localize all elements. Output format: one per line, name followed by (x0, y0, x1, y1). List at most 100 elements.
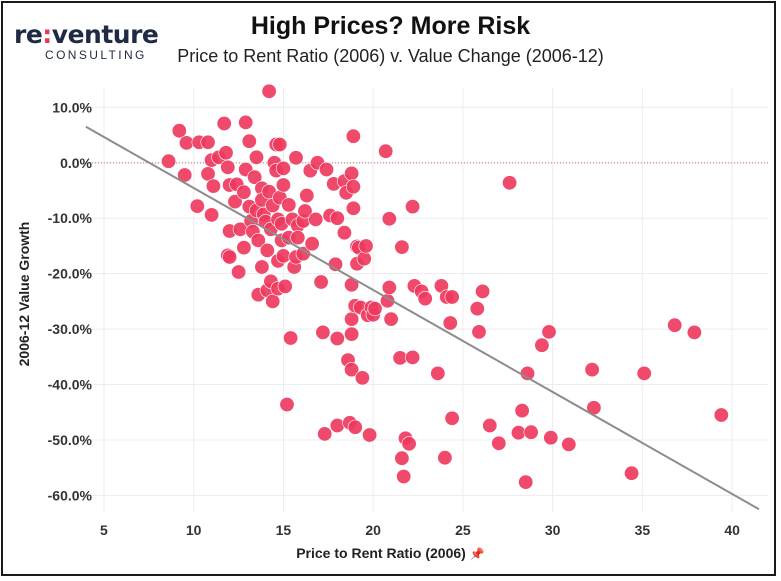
data-point[interactable] (308, 211, 324, 227)
data-point[interactable] (534, 337, 550, 353)
data-point[interactable] (396, 468, 412, 484)
data-point[interactable] (394, 450, 410, 466)
data-point[interactable] (281, 197, 297, 213)
data-point[interactable] (329, 210, 345, 226)
data-point[interactable] (283, 330, 299, 346)
data-point[interactable] (275, 160, 291, 176)
data-point[interactable] (231, 264, 247, 280)
data-point[interactable] (216, 116, 232, 132)
data-point[interactable] (523, 424, 539, 440)
data-point[interactable] (636, 365, 652, 381)
data-point[interactable] (345, 128, 361, 144)
data-point[interactable] (713, 407, 729, 423)
data-point[interactable] (204, 207, 220, 223)
data-point[interactable] (218, 145, 234, 161)
y-tick-label: -60.0% (48, 487, 93, 503)
data-point[interactable] (329, 417, 345, 433)
data-point[interactable] (518, 474, 534, 490)
data-point[interactable] (315, 324, 331, 340)
data-point[interactable] (367, 301, 383, 317)
data-point[interactable] (227, 194, 243, 210)
data-point[interactable] (336, 225, 352, 241)
y-tick-label: -30.0% (48, 321, 93, 337)
data-point[interactable] (241, 133, 257, 149)
data-point[interactable] (220, 159, 236, 175)
data-point[interactable] (275, 248, 291, 264)
data-point[interactable] (394, 239, 410, 255)
x-tick-label: 10 (186, 522, 202, 538)
data-point[interactable] (272, 137, 288, 153)
data-point[interactable] (491, 435, 507, 451)
data-point[interactable] (510, 425, 526, 441)
data-point[interactable] (299, 188, 315, 204)
data-point[interactable] (378, 143, 394, 159)
x-axis-title: Price to Rent Ratio (2006) (296, 545, 466, 561)
data-point[interactable] (297, 203, 313, 219)
data-point[interactable] (318, 162, 334, 178)
data-point[interactable] (405, 349, 421, 365)
data-point[interactable] (249, 149, 265, 165)
data-point[interactable] (345, 200, 361, 216)
data-point[interactable] (401, 436, 417, 452)
data-point[interactable] (442, 315, 458, 331)
data-point[interactable] (247, 169, 263, 185)
data-point[interactable] (344, 311, 360, 327)
data-point[interactable] (288, 150, 304, 166)
data-point[interactable] (358, 238, 374, 254)
data-point[interactable] (362, 427, 378, 443)
data-point[interactable] (265, 293, 281, 309)
data-point[interactable] (205, 178, 221, 194)
data-point[interactable] (222, 249, 238, 265)
data-point[interactable] (502, 175, 518, 191)
data-point[interactable] (189, 198, 205, 214)
data-point[interactable] (475, 283, 491, 299)
data-point[interactable] (238, 114, 254, 130)
data-point[interactable] (161, 153, 177, 169)
data-point[interactable] (354, 370, 370, 386)
data-point[interactable] (200, 134, 216, 150)
data-point[interactable] (381, 279, 397, 295)
data-point[interactable] (686, 324, 702, 340)
data-point[interactable] (171, 123, 187, 139)
data-point[interactable] (417, 291, 433, 307)
data-point[interactable] (275, 177, 291, 193)
data-point[interactable] (543, 430, 559, 446)
data-point[interactable] (317, 426, 333, 442)
data-point[interactable] (179, 135, 195, 151)
data-point[interactable] (277, 278, 293, 294)
data-point[interactable] (290, 230, 306, 246)
data-point[interactable] (254, 259, 270, 275)
data-point[interactable] (561, 436, 577, 452)
data-point[interactable] (471, 324, 487, 340)
data-point[interactable] (344, 362, 360, 378)
data-point[interactable] (279, 396, 295, 412)
data-point[interactable] (444, 289, 460, 305)
data-point[interactable] (236, 240, 252, 256)
data-point[interactable] (482, 417, 498, 433)
data-point[interactable] (541, 324, 557, 340)
data-point[interactable] (444, 410, 460, 426)
data-point[interactable] (313, 274, 329, 290)
data-point[interactable] (250, 232, 266, 248)
data-point[interactable] (304, 236, 320, 252)
data-point[interactable] (667, 317, 683, 333)
data-point[interactable] (405, 199, 421, 215)
data-point[interactable] (329, 330, 345, 346)
data-point[interactable] (261, 83, 277, 99)
data-point[interactable] (344, 165, 360, 181)
data-point[interactable] (383, 311, 399, 327)
data-point[interactable] (236, 184, 252, 200)
data-point[interactable] (356, 251, 372, 267)
data-point[interactable] (344, 326, 360, 342)
pin-icon[interactable]: 📌 (469, 547, 485, 561)
data-point[interactable] (430, 365, 446, 381)
data-point[interactable] (381, 211, 397, 227)
data-point[interactable] (259, 242, 275, 258)
data-point[interactable] (624, 465, 640, 481)
data-point[interactable] (514, 403, 530, 419)
data-point[interactable] (437, 450, 453, 466)
data-point[interactable] (345, 179, 361, 195)
data-point[interactable] (347, 419, 363, 435)
data-point[interactable] (469, 301, 485, 317)
data-point[interactable] (584, 362, 600, 378)
